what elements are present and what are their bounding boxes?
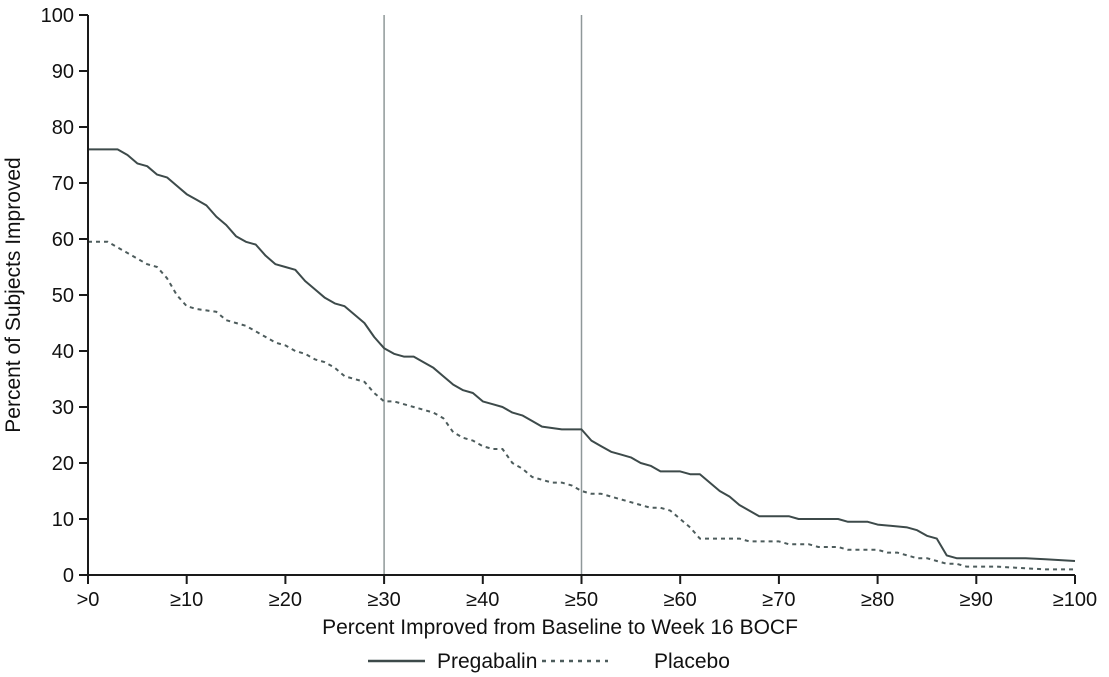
x-tick-label: ≥20	[269, 589, 302, 611]
y-tick-label: 50	[52, 285, 74, 307]
legend-label-placebo: Placebo	[654, 650, 730, 673]
x-tick-label: ≥90	[960, 589, 993, 611]
x-tick-label: ≥70	[762, 589, 795, 611]
legend: Pregabalin Placebo	[368, 650, 730, 673]
axis-ticks: 0 10 20 30 40 50 60 70 80 90 100 >0 ≥10 ≥20 ≥30 ≥40 ≥50 ≥…	[41, 5, 1098, 611]
x-tick-label: ≥60	[664, 589, 697, 611]
x-tick-label: ≥50	[565, 589, 598, 611]
y-tick-label: 0	[63, 565, 74, 587]
y-tick-label: 20	[52, 453, 74, 475]
y-tick-label: 90	[52, 61, 74, 83]
y-axis-label: Percent of Subjects Improved	[2, 157, 25, 432]
x-tick-label: ≥30	[367, 589, 400, 611]
x-axis-label: Percent Improved from Baseline to Week 1…	[322, 616, 798, 639]
x-tick-label: >0	[77, 589, 100, 611]
y-tick-label: 60	[52, 229, 74, 251]
series-lines	[88, 148, 1076, 571]
series-line-pregabalin	[88, 148, 1076, 562]
y-tick-label: 10	[52, 509, 74, 531]
x-tick-label: ≥80	[861, 589, 894, 611]
x-tick-label: ≥40	[466, 589, 499, 611]
x-tick-label: ≥100	[1053, 589, 1097, 611]
reference-lines	[383, 15, 583, 575]
y-tick-label: 40	[52, 341, 74, 363]
y-tick-label: 80	[52, 117, 74, 139]
y-tick-label: 30	[52, 397, 74, 419]
x-tick-label: ≥10	[170, 589, 203, 611]
y-tick-label: 100	[41, 5, 74, 27]
y-tick-label: 70	[52, 173, 74, 195]
series-line-placebo	[88, 240, 1075, 571]
legend-label-pregabalin: Pregabalin	[437, 650, 537, 673]
